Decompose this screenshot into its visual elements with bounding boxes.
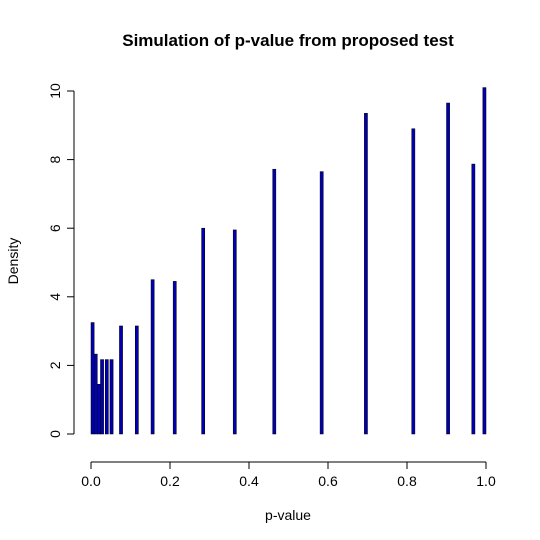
chart-title: Simulation of p-value from proposed test (122, 31, 454, 50)
histogram-bar (201, 227, 206, 435)
x-tick-label: 0.4 (239, 473, 259, 489)
x-axis-label: p-value (265, 507, 311, 523)
x-axis: 0.0 0.2 0.4 0.6 0.8 1.0 (81, 461, 496, 489)
histogram-bar (272, 168, 277, 435)
y-tick-label: 4 (47, 293, 63, 301)
y-tick-label: 2 (47, 361, 63, 369)
histogram-bar (100, 359, 104, 435)
histogram-bar (319, 171, 324, 435)
histogram-bar (97, 384, 101, 435)
histogram-bar (109, 359, 114, 435)
bars-group (90, 87, 487, 435)
y-tick-label: 6 (47, 224, 63, 232)
histogram-bar (134, 325, 139, 435)
histogram-bar (104, 359, 109, 435)
y-tick-label: 0 (47, 430, 63, 438)
x-tick-label: 0.8 (397, 473, 417, 489)
x-tick-label: 0.2 (160, 473, 180, 489)
x-tick-label: 1.0 (476, 473, 496, 489)
histogram-bar (411, 128, 416, 435)
histogram-bar (364, 113, 368, 435)
histogram-bar (232, 229, 237, 435)
y-axis-label: Density (5, 238, 21, 285)
y-axis: 0 2 4 6 8 10 (47, 83, 75, 438)
histogram-bar (446, 102, 450, 435)
x-tick-label: 0.0 (81, 473, 101, 489)
histogram-bar (150, 279, 155, 435)
y-tick-label: 8 (47, 155, 63, 163)
x-tick-label: 0.6 (318, 473, 338, 489)
histogram-bar (482, 87, 487, 435)
histogram-bar (119, 325, 123, 435)
histogram-bar (90, 322, 95, 435)
histogram-bar (471, 163, 476, 435)
histogram-bar (172, 281, 177, 435)
histogram-bar (93, 353, 98, 435)
y-tick-label: 10 (47, 83, 63, 99)
